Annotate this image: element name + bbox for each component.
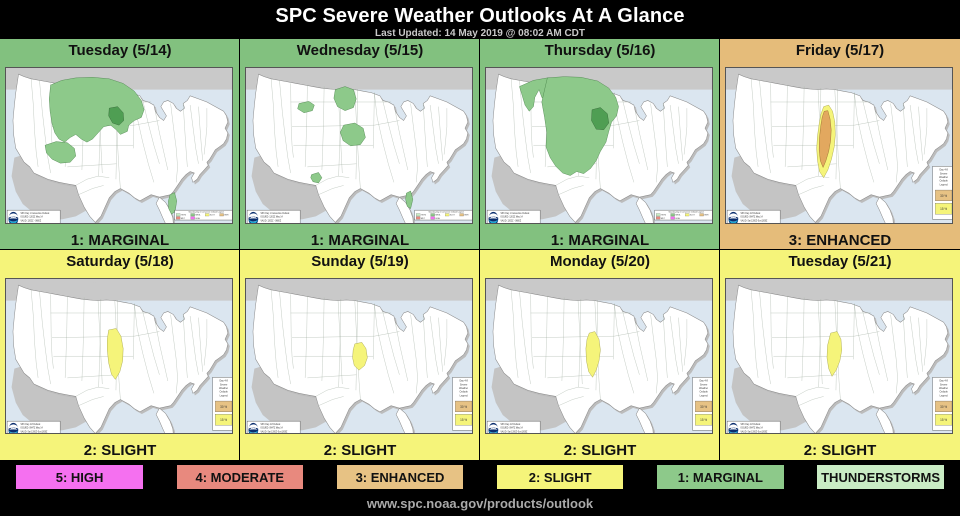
svg-text:Outlook: Outlook [460, 390, 469, 393]
svg-text:30 %: 30 % [940, 404, 947, 408]
svg-text:Day 4-8: Day 4-8 [699, 379, 708, 382]
svg-text:Weather: Weather [459, 386, 468, 389]
svg-text:ISSUED: 0947Z May 14: ISSUED: 0947Z May 14 [21, 427, 44, 429]
svg-text:30 %: 30 % [460, 404, 467, 408]
svg-text:Outlook: Outlook [940, 390, 949, 393]
svg-text:30 %: 30 % [220, 404, 227, 408]
svg-text:ISSUED: 0947Z May 14: ISSUED: 0947Z May 14 [501, 427, 524, 429]
svg-text:Day 4-8: Day 4-8 [459, 379, 468, 382]
svg-text:ISSUED: 0947Z May 14: ISSUED: 0947Z May 14 [741, 217, 764, 219]
svg-text:HIGH: HIGH [195, 218, 200, 220]
svg-text:TSTM: TSTM [181, 215, 186, 217]
svg-text:ISSUED: 0947Z May 14: ISSUED: 0947Z May 14 [261, 427, 284, 429]
svg-text:Legend: Legend [700, 394, 708, 397]
svg-text:Outlook: Outlook [220, 390, 229, 393]
svg-text:Outlook: Outlook [940, 180, 949, 183]
svg-text:Weather: Weather [939, 176, 948, 179]
svg-text:Severe: Severe [220, 383, 228, 386]
svg-text:Severe: Severe [940, 172, 948, 175]
svg-text:Weather: Weather [219, 386, 228, 389]
svg-text:Day 4-8: Day 4-8 [939, 379, 948, 382]
svg-text:30 %: 30 % [700, 404, 707, 408]
svg-text:ISSUED: 1202Z May 14: ISSUED: 1202Z May 14 [261, 217, 284, 219]
svg-text:Severe: Severe [940, 383, 948, 386]
svg-text:MRGL: MRGL [675, 215, 680, 217]
svg-text:ISSUED: 0947Z May 14: ISSUED: 0947Z May 14 [741, 427, 764, 429]
svg-text:SLGT: SLGT [690, 215, 696, 217]
svg-text:Legend: Legend [940, 183, 948, 186]
svg-text:MRGL: MRGL [195, 215, 200, 217]
svg-text:Legend: Legend [460, 394, 468, 397]
svg-text:Weather: Weather [699, 386, 708, 389]
svg-text:Legend: Legend [220, 394, 228, 397]
svg-text:30 %: 30 % [940, 194, 947, 198]
svg-text:15 %: 15 % [940, 417, 947, 421]
svg-text:15 %: 15 % [940, 207, 947, 211]
svg-text:15 %: 15 % [700, 417, 707, 421]
svg-text:Day 4-8: Day 4-8 [219, 379, 228, 382]
svg-text:SLGT: SLGT [210, 215, 216, 217]
svg-text:ENH: ENH [224, 215, 228, 217]
svg-text:SLGT: SLGT [450, 215, 456, 217]
svg-text:MRGL: MRGL [435, 215, 440, 217]
svg-text:Severe: Severe [700, 383, 708, 386]
svg-text:ISSUED: 1202Z May 14: ISSUED: 1202Z May 14 [21, 217, 44, 219]
svg-text:Day 4-8: Day 4-8 [939, 168, 948, 171]
svg-text:Weather: Weather [939, 386, 948, 389]
svg-text:ISSUED: 1202Z May 14: ISSUED: 1202Z May 14 [501, 217, 524, 219]
svg-text:15 %: 15 % [460, 417, 467, 421]
svg-text:ENH: ENH [464, 215, 468, 217]
svg-text:HIGH: HIGH [675, 218, 680, 220]
svg-text:15 %: 15 % [220, 417, 227, 421]
svg-text:Legend: Legend [940, 394, 948, 397]
svg-text:Severe: Severe [460, 383, 468, 386]
svg-text:HIGH: HIGH [435, 218, 440, 220]
svg-text:TSTM: TSTM [421, 215, 426, 217]
svg-text:ENH: ENH [704, 215, 708, 217]
svg-text:Outlook: Outlook [700, 390, 709, 393]
svg-text:TSTM: TSTM [661, 215, 666, 217]
